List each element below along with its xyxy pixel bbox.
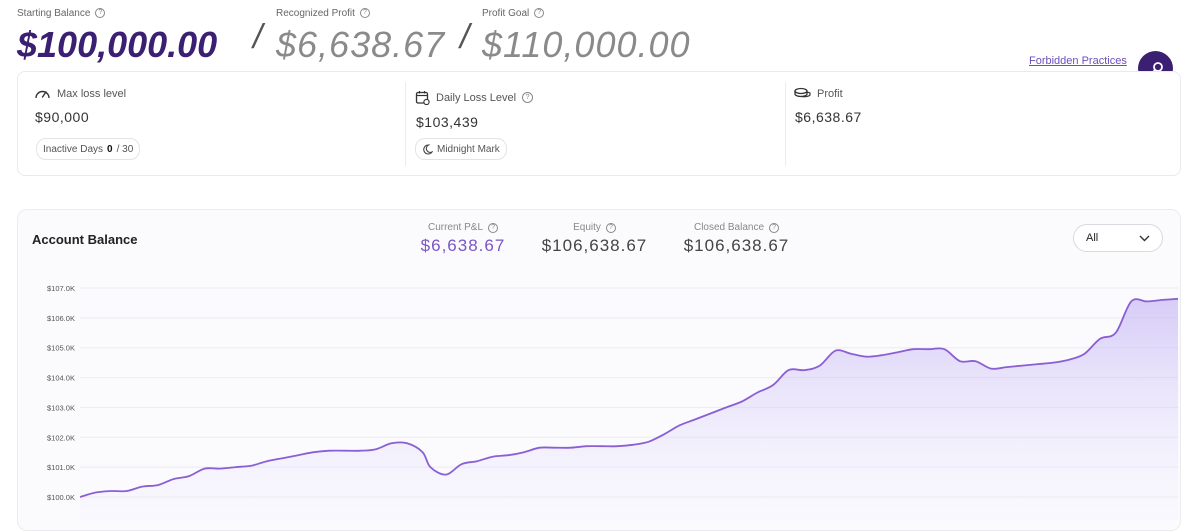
- inactive-days-label: Inactive Days: [43, 143, 104, 155]
- profit-value: $6,638.67: [795, 109, 862, 125]
- recognized-profit: Recognized Profit? $6,638.67: [276, 6, 445, 66]
- daily-loss-card: Daily Loss Level ? $103,439 Midnight Mar…: [415, 72, 785, 175]
- profit-label: Profit: [817, 87, 843, 100]
- equity-metric: Equity? $106,638.67: [532, 222, 657, 256]
- max-loss-label: Max loss level: [57, 87, 127, 100]
- y-tick-label: $107.0K: [47, 284, 75, 293]
- chevron-down-icon: [1139, 235, 1150, 241]
- y-tick-label: $105.0K: [47, 344, 75, 353]
- profit-goal-value: $110,000.00: [482, 24, 691, 65]
- help-icon[interactable]: ?: [605, 222, 616, 233]
- balance-area: [80, 298, 1178, 520]
- balance-chart: $100.0K $101.0K $102.0K $103.0K $104.0K $105.…: [47, 284, 1178, 520]
- recognized-profit-label: Recognized Profit: [276, 7, 355, 19]
- panel-title: Account Balance: [32, 232, 138, 247]
- help-icon[interactable]: ?: [359, 8, 370, 18]
- y-tick-label: $106.0K: [47, 314, 75, 323]
- profit-card: Profit $6,638.67: [794, 72, 1164, 175]
- range-select-value: All: [1086, 232, 1099, 244]
- equity-value: $106,638.67: [541, 236, 648, 255]
- forbidden-practices-link[interactable]: Forbidden Practices: [1029, 55, 1127, 67]
- help-icon[interactable]: ?: [769, 222, 780, 233]
- help-icon[interactable]: ?: [534, 8, 545, 18]
- inactive-days-badge: Inactive Days 0 / 30: [36, 138, 141, 160]
- card-divider: [785, 82, 786, 166]
- risk-cards: Max loss level $90,000 Inactive Days 0 /…: [17, 71, 1181, 176]
- y-axis-ticks: $100.0K $101.0K $102.0K $103.0K $104.0K $105.…: [47, 284, 75, 502]
- daily-loss-label: Daily Loss Level: [436, 91, 517, 104]
- balance-summary: Starting Balance? $100,000.00 / Recogniz…: [17, 6, 777, 66]
- midnight-mark-label: Midnight Mark: [437, 143, 500, 155]
- y-tick-label: $103.0K: [47, 403, 75, 412]
- help-icon[interactable]: ?: [95, 8, 106, 18]
- coins-icon: [794, 87, 811, 98]
- info-icon[interactable]: ?: [522, 92, 534, 103]
- account-balance-panel: Account Balance Current P&L? $6,638.67 E…: [17, 209, 1181, 531]
- calendar-icon: [415, 91, 430, 105]
- equity-label: Equity: [573, 222, 601, 233]
- starting-balance: Starting Balance? $100,000.00: [17, 6, 217, 66]
- y-tick-label: $102.0K: [47, 433, 75, 442]
- current-pl-label: Current P&L: [427, 222, 484, 233]
- current-pl-value: $6,638.67: [420, 236, 506, 255]
- separator: /: [460, 18, 470, 56]
- inactive-days-count: 0: [107, 143, 113, 155]
- max-loss-card: Max loss level $90,000 Inactive Days 0 /…: [34, 72, 404, 175]
- closed-balance-metric: Closed Balance? $106,638.67: [674, 222, 799, 256]
- card-divider: [405, 82, 406, 166]
- daily-loss-value: $103,439: [416, 114, 479, 130]
- recognized-profit-value: $6,638.67: [276, 24, 446, 65]
- balance-line: [79, 297, 1178, 498]
- y-tick-label: $104.0K: [47, 374, 75, 383]
- inactive-days-total: / 30: [116, 143, 134, 155]
- closed-balance-label: Closed Balance: [693, 222, 765, 233]
- starting-balance-label: Starting Balance: [17, 7, 91, 19]
- help-icon[interactable]: ?: [488, 222, 499, 233]
- closed-balance-value: $106,638.67: [683, 236, 790, 255]
- max-loss-value: $90,000: [35, 109, 90, 125]
- midnight-mark-badge: Midnight Mark: [415, 138, 507, 160]
- moon-icon: [423, 143, 433, 154]
- y-tick-label: $101.0K: [47, 463, 75, 472]
- separator: /: [253, 18, 263, 56]
- current-pl-metric: Current P&L? $6,638.67: [413, 222, 513, 256]
- starting-balance-value: $100,000.00: [17, 24, 218, 65]
- profit-goal: Profit Goal? $110,000.00: [482, 6, 691, 66]
- y-tick-label: $100.0K: [47, 493, 75, 502]
- speedometer-icon: [35, 90, 50, 99]
- range-select[interactable]: All: [1073, 224, 1163, 252]
- profit-goal-label: Profit Goal: [482, 7, 530, 19]
